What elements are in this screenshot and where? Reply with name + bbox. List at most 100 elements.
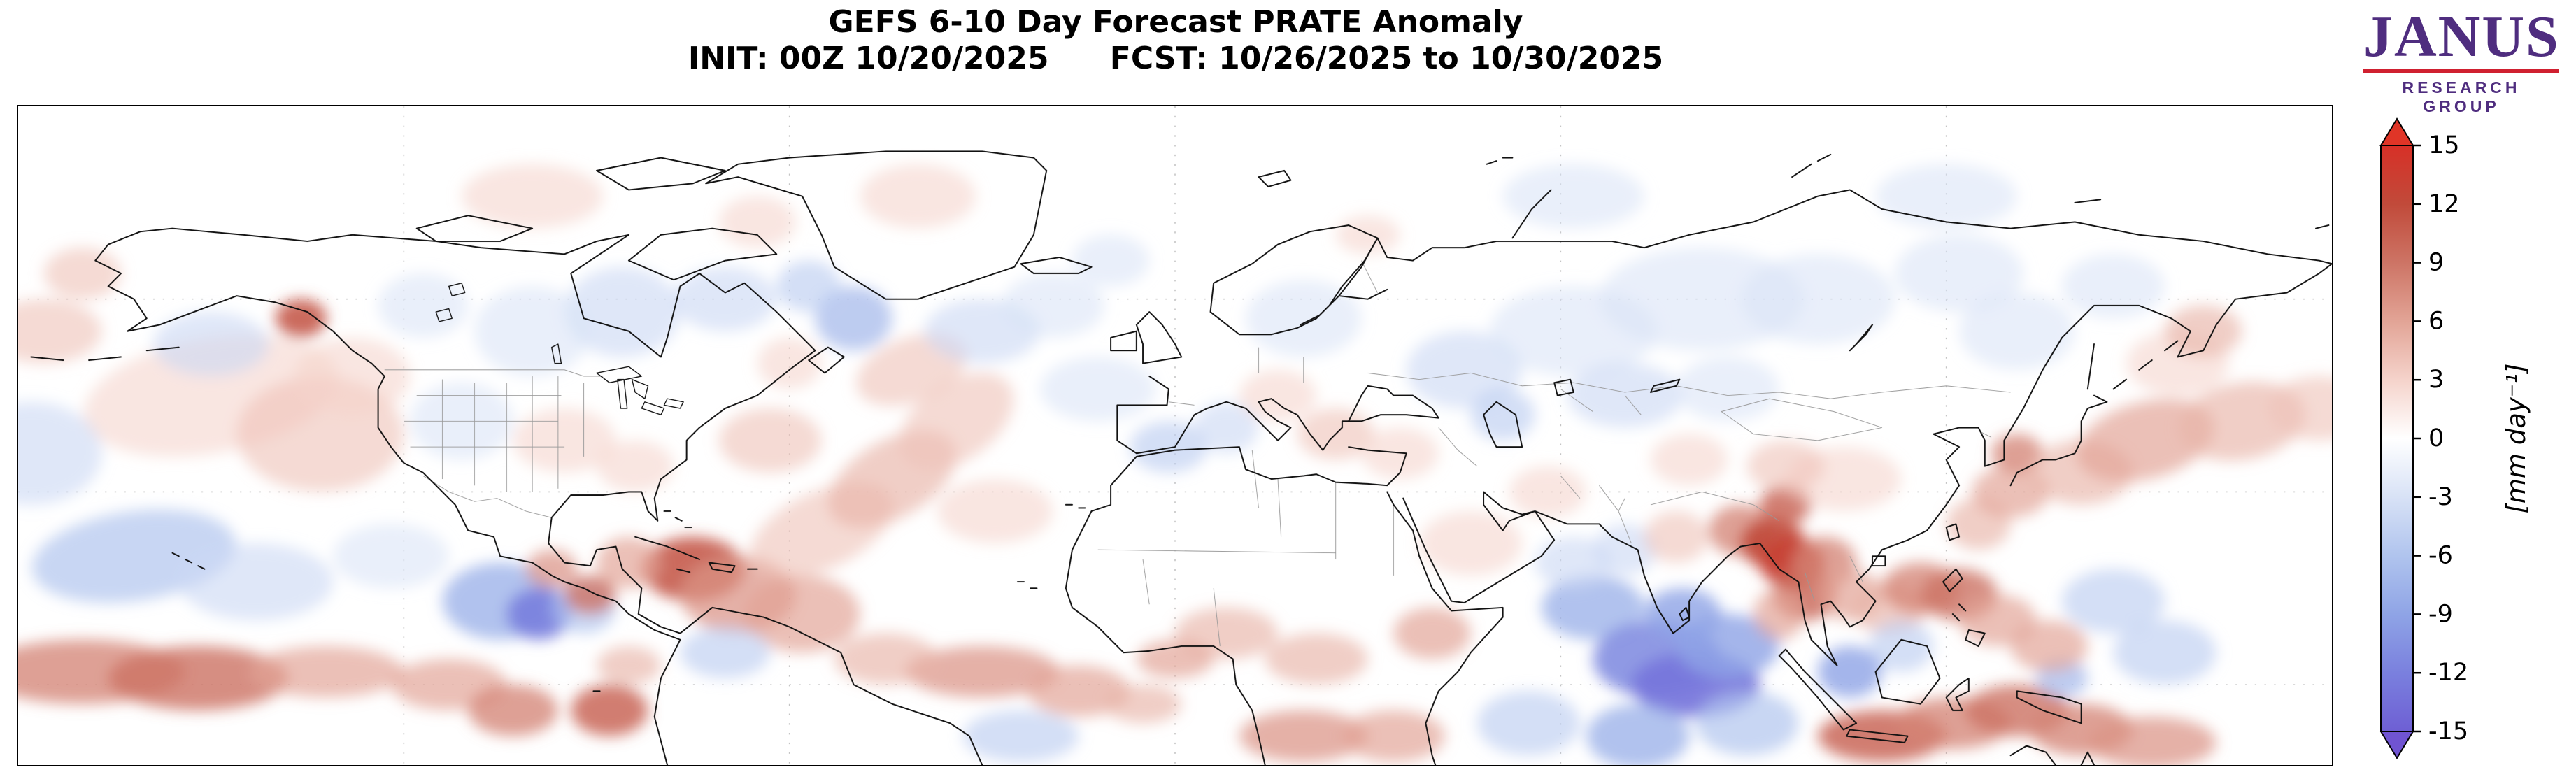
colorbar-tick-label: 3 <box>2428 366 2444 394</box>
anomaly-blob <box>757 337 822 389</box>
anomaly-blob <box>1072 234 1150 287</box>
anomaly-blob <box>597 645 661 685</box>
coastline-eurasia-africa <box>1016 153 2332 765</box>
colorbar-tick-label: -6 <box>2428 542 2453 570</box>
anomaly-blob <box>1104 685 1182 724</box>
anomaly-blob <box>1740 254 1895 345</box>
anomaly-blob <box>937 479 1053 543</box>
logo-subtitle: RESEARCH GROUP <box>2402 78 2521 115</box>
anomaly-blob <box>905 645 1060 698</box>
anomaly-blob <box>597 536 661 589</box>
anomaly-blob <box>1419 510 1523 576</box>
anomaly-blob <box>1959 292 2075 370</box>
page-subtitle: INIT: 00Z 10/20/2025 FCST: 10/26/2025 to… <box>17 41 2335 77</box>
anomaly-blob <box>680 627 771 678</box>
anomaly-blob <box>1644 510 1709 563</box>
anomaly-blob <box>468 685 558 736</box>
anomaly-blob <box>2087 717 2216 765</box>
map-svg <box>18 106 2332 765</box>
fcst-label: FCST: 10/26/2025 to 10/30/2025 <box>1109 41 1664 76</box>
logo-rule <box>2363 69 2559 73</box>
anomaly-blob <box>1541 575 1644 640</box>
anomaly-blob <box>1470 389 1535 441</box>
anomaly-blob <box>462 164 604 229</box>
coastline-lakes <box>435 283 684 415</box>
anomaly-blob <box>1335 215 1400 255</box>
anomaly-blob <box>333 524 449 589</box>
janus-logo: JANUS RESEARCH GROUP <box>2363 7 2559 116</box>
coastlines <box>30 150 2332 765</box>
anomaly-blob <box>474 286 590 376</box>
anomaly-blob <box>178 543 334 621</box>
colorbar-unit-label: [mm day⁻¹] <box>2501 363 2531 513</box>
anomaly-blob <box>2268 376 2332 441</box>
anomaly-blob <box>1239 369 1317 422</box>
anomaly-blob <box>1972 466 2049 518</box>
anomaly-blob <box>815 286 892 351</box>
anomaly-blob <box>1895 234 2023 313</box>
anomaly-blob <box>18 299 102 364</box>
anomaly-blob <box>294 337 411 415</box>
anomaly-blob <box>1476 691 1580 756</box>
anomaly-blob <box>1650 434 1728 486</box>
anomaly-blob <box>1265 633 1368 685</box>
colorbar-tick-label: 12 <box>2428 190 2460 218</box>
anomaly-blob <box>1746 440 1825 492</box>
anomaly-blob <box>1027 665 1130 717</box>
anomaly-blob <box>834 633 938 685</box>
anomaly-blob <box>1393 607 1471 659</box>
anomaly-blob <box>513 408 616 473</box>
anomaly-blob <box>718 196 796 248</box>
anomaly-blob <box>1502 164 1644 229</box>
anomaly-blob <box>1342 710 1445 762</box>
colorbar-gradient-bar <box>2380 145 2414 732</box>
colorbar-tick-label: 0 <box>2428 424 2444 452</box>
anomaly-blob <box>1509 466 1587 518</box>
colorbar-over-arrow <box>2379 117 2414 146</box>
anomaly-blob <box>378 273 469 338</box>
anomaly-blob <box>2062 569 2165 634</box>
anomaly-blob <box>597 440 674 492</box>
anomaly-blob <box>152 312 269 376</box>
colorbar-tick-label: -15 <box>2428 717 2468 745</box>
logo-name: JANUS <box>2363 4 2560 69</box>
colorbar-tick-label: -9 <box>2428 600 2453 628</box>
colorbar: 15 12 9 6 3 0 -3 -6 -9 -12 -15 [mm day⁻¹] <box>2377 117 2559 759</box>
anomaly-blob <box>564 575 616 615</box>
anomaly-blob <box>525 550 578 589</box>
anomaly-blob <box>275 299 327 338</box>
anomaly-blob <box>1040 357 1156 422</box>
anomaly-blob <box>860 164 976 229</box>
anomaly-blob <box>1676 357 1779 422</box>
colorbar-tick-label: 15 <box>2428 131 2460 159</box>
colorbar-svg: 15 12 9 6 3 0 -3 -6 -9 -12 -15 [mm day⁻¹] <box>2379 117 2531 759</box>
anomaly-blob <box>1644 588 1722 640</box>
anomaly-blob <box>776 260 841 313</box>
page-title: GEFS 6-10 Day Forecast PRATE Anomaly <box>828 4 1523 40</box>
anomaly-blob <box>108 645 288 710</box>
anomaly-blob <box>18 401 102 505</box>
anomaly-blob <box>1001 273 1104 338</box>
anomaly-blob <box>2062 254 2165 319</box>
anomaly-blob <box>1239 710 1368 762</box>
anomaly-blob <box>564 266 681 357</box>
anomaly-field <box>18 164 2332 765</box>
anomaly-blob <box>249 645 404 698</box>
anomaly-blob <box>1599 248 1805 351</box>
anomaly-blob <box>43 248 122 299</box>
colorbar-tick-label: 9 <box>2428 249 2444 277</box>
anomaly-blob <box>1194 401 1259 454</box>
colorbar-under-arrow <box>2379 731 2414 759</box>
anomaly-blob <box>744 575 860 653</box>
anomaly-blob <box>1130 421 1207 473</box>
anomaly-blob <box>571 685 648 736</box>
anomaly-blob <box>1246 280 1362 357</box>
anomaly-blob <box>718 408 822 473</box>
anomaly-blob <box>962 710 1079 762</box>
colorbar-ticks: 15 12 9 6 3 0 -3 -6 -9 -12 -15 <box>2413 131 2468 745</box>
anomaly-blob <box>1586 703 1690 765</box>
anomaly-blob <box>674 266 777 331</box>
colorbar-tick-label: -3 <box>2428 483 2453 511</box>
world-anomaly-map <box>17 105 2333 766</box>
